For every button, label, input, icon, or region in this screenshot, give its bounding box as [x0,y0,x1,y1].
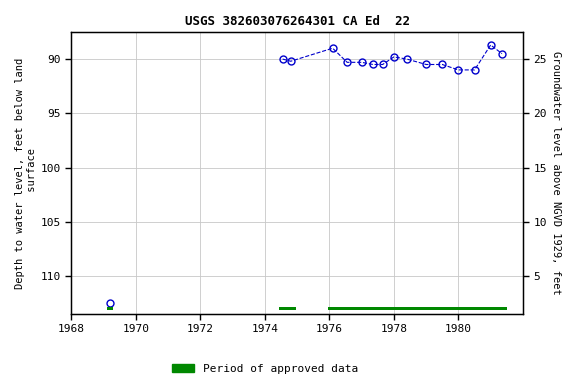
Bar [328,307,507,311]
Bar [107,307,113,311]
Bar [279,307,295,311]
Title: USGS 382603076264301 CA Ed  22: USGS 382603076264301 CA Ed 22 [185,15,410,28]
Y-axis label: Groundwater level above NGVD 1929, feet: Groundwater level above NGVD 1929, feet [551,51,561,295]
Legend: Period of approved data: Period of approved data [168,359,362,379]
Y-axis label: Depth to water level, feet below land
 surface: Depth to water level, feet below land su… [15,57,37,289]
